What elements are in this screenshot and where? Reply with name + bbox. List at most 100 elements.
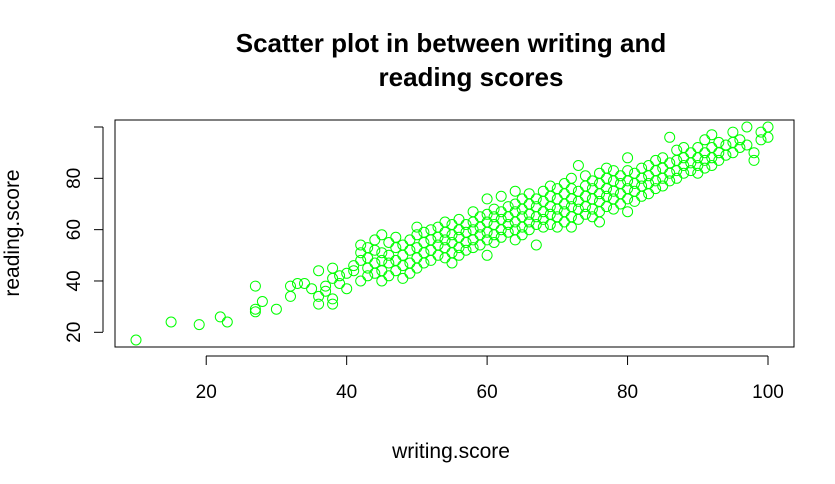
scatter-point <box>685 157 697 169</box>
scatter-point <box>467 234 479 246</box>
scatter-point <box>671 144 683 156</box>
scatter-point <box>397 239 409 251</box>
scatter-point <box>671 165 683 177</box>
scatter-point <box>481 193 493 205</box>
scatter-point <box>165 316 177 328</box>
scatter-point <box>502 211 514 223</box>
scatter-point <box>530 193 542 205</box>
x-tick-label: 100 <box>752 382 784 403</box>
scatter-point <box>586 175 598 187</box>
scatter-point <box>685 147 697 159</box>
scatter-point <box>249 280 261 292</box>
scatter-point <box>481 216 493 228</box>
scatter-point <box>551 203 563 215</box>
scatter-point <box>741 139 753 151</box>
scatter-point <box>467 216 479 228</box>
scatter-point <box>474 221 486 233</box>
scatter-point <box>657 162 669 174</box>
x-axis-title: writing.score <box>391 440 510 463</box>
scatter-point <box>530 211 542 223</box>
scatter-point <box>558 178 570 189</box>
scatter-point <box>362 252 374 264</box>
scatter-point <box>509 185 521 197</box>
scatter-point <box>565 201 577 213</box>
scatter-point <box>608 165 619 177</box>
scatter-point <box>130 334 142 346</box>
scatter-point <box>516 193 528 205</box>
scatter-point <box>551 193 563 205</box>
scatter-point <box>727 136 739 148</box>
scatter-point <box>516 221 528 233</box>
scatter-point <box>586 203 598 215</box>
scatter-point <box>509 216 521 228</box>
scatter-point <box>579 208 591 220</box>
scatter-point <box>460 219 472 230</box>
scatter-point <box>622 206 634 218</box>
scatter-point <box>453 242 465 254</box>
scatter-point <box>706 129 718 141</box>
scatter-point <box>523 224 535 236</box>
scatter-point <box>446 247 458 259</box>
y-axis-ticks: 20 40 60 80 <box>64 126 103 343</box>
scatter-point <box>650 175 662 187</box>
scatter-point <box>453 224 465 236</box>
scatter-point <box>411 252 423 264</box>
scatter-point <box>376 275 388 287</box>
scatter-point <box>755 134 767 146</box>
scatter-point <box>671 154 683 166</box>
scatter-point <box>664 175 676 187</box>
scatter-point <box>523 208 535 220</box>
scatter-point <box>488 229 500 241</box>
scatter-point <box>390 231 402 243</box>
scatter-point <box>594 188 605 200</box>
scatter-point <box>544 208 556 220</box>
scatter-point <box>488 211 500 223</box>
scatter-point <box>411 221 423 233</box>
scatter-point <box>334 270 346 282</box>
scatter-point <box>488 219 500 230</box>
scatter-point <box>270 303 282 315</box>
scatter-point <box>544 180 556 192</box>
scatter-point <box>481 249 493 261</box>
scatter-point <box>495 224 507 236</box>
scatter-point <box>594 167 605 179</box>
scatter-point <box>615 198 626 210</box>
scatter-point <box>432 231 444 243</box>
scatter-point <box>313 290 325 302</box>
scatter-point <box>636 162 648 174</box>
scatter-point <box>256 296 268 307</box>
scatter-point <box>341 283 353 295</box>
scatter-point <box>537 195 549 207</box>
scatter-point <box>397 249 409 261</box>
scatter-point <box>650 183 662 195</box>
y-axis-title: reading.score <box>1 169 24 296</box>
scatter-point <box>657 152 669 164</box>
scatter-point <box>439 252 451 264</box>
scatter-point <box>481 208 493 220</box>
scatter-point <box>636 172 648 184</box>
scatter-point <box>299 278 310 289</box>
scatter-point <box>474 239 486 251</box>
scatter-point <box>572 195 584 207</box>
y-tick-label: 20 <box>64 322 85 343</box>
data-points <box>130 121 774 346</box>
scatter-point <box>622 165 634 177</box>
scatter-point <box>397 260 409 272</box>
plot-area <box>114 119 795 348</box>
scatter-point <box>362 270 374 282</box>
scatter-point <box>594 216 605 228</box>
scatter-point <box>320 280 332 292</box>
scatter-point <box>509 198 521 210</box>
scatter-point <box>285 280 296 292</box>
scatter-point <box>643 188 655 200</box>
scatter-point <box>692 152 704 164</box>
scatter-point <box>629 178 641 189</box>
scatter-point <box>362 242 374 254</box>
scatter-point <box>292 278 303 289</box>
scatter-point <box>601 162 612 174</box>
scatter-point <box>537 221 549 233</box>
scatter-point <box>678 152 690 164</box>
scatter-point <box>678 142 690 153</box>
scatter-point <box>425 254 437 266</box>
y-tick-label: 40 <box>64 270 85 291</box>
